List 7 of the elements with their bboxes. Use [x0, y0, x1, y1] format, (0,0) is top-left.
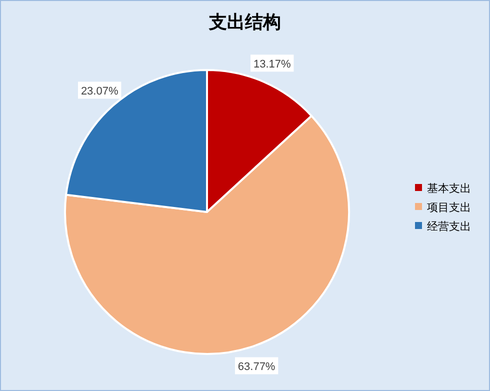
- chart-title: 支出结构: [208, 12, 281, 32]
- data-label: 23.07%: [80, 86, 118, 98]
- legend-label: 项目支出: [427, 201, 471, 214]
- data-label: 13.17%: [253, 58, 291, 71]
- data-label: 63.77%: [238, 361, 276, 374]
- legend-label: 经营支出: [427, 220, 471, 233]
- legend-label: 基本支出: [427, 182, 471, 195]
